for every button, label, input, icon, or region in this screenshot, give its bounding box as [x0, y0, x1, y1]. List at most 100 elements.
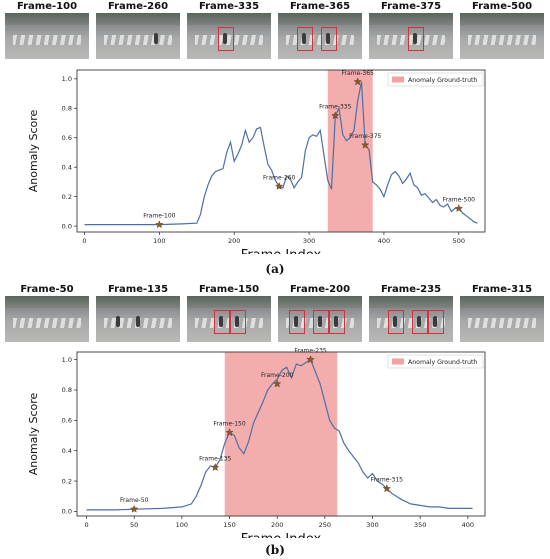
frame-marker	[382, 484, 391, 493]
y-tick-label: 0.8	[62, 104, 72, 112]
frame-marker	[353, 77, 362, 86]
legend-swatch	[392, 358, 404, 365]
person-figure	[417, 316, 421, 327]
frame-label: Frame-200	[289, 284, 351, 295]
frame-label: Frame-375	[380, 1, 442, 12]
frame-image	[278, 296, 362, 342]
caption-b: (b)	[265, 543, 285, 557]
frame-marker	[361, 140, 370, 149]
y-tick-label: 0.0	[62, 508, 72, 516]
frame-label: Frame-260	[107, 1, 169, 12]
detection-box	[408, 27, 424, 51]
x-tick-label: 200	[228, 237, 240, 245]
legend-box	[387, 72, 484, 87]
person-figure	[302, 33, 306, 44]
marker-label: Frame-365	[342, 70, 374, 77]
frame-marker	[273, 379, 282, 388]
person-figure	[219, 316, 223, 327]
marker-label: Frame-135	[199, 455, 231, 462]
marker-label: Frame-150	[213, 420, 245, 427]
detection-box	[321, 27, 337, 51]
person-figure	[136, 316, 140, 327]
x-tick-label: 100	[176, 521, 188, 529]
frame-marker	[306, 355, 315, 364]
frame-thumb: Frame-100	[5, 0, 89, 59]
y-tick-label: 0.0	[62, 222, 72, 230]
person-figure	[413, 33, 417, 44]
frame-marker	[225, 428, 234, 437]
x-tick-label: 500	[453, 237, 465, 245]
frame-image	[96, 13, 180, 59]
frame-label: Frame-235	[380, 284, 442, 295]
frame-thumb: Frame-135	[96, 283, 180, 342]
y-tick-label: 0.2	[62, 477, 72, 485]
x-tick-label: 300	[366, 521, 378, 529]
person-figure	[294, 316, 298, 327]
frame-marker	[331, 111, 340, 120]
marker-label: Frame-260	[263, 174, 295, 181]
detection-box	[218, 27, 234, 51]
plot-frame	[76, 351, 486, 517]
frame-marker	[275, 181, 284, 190]
y-tick-label: 1.0	[62, 356, 72, 364]
x-tick-label: 100	[153, 237, 165, 245]
frame-image	[187, 13, 271, 59]
person-figure	[393, 316, 397, 327]
frame-image	[187, 296, 271, 342]
y-tick-label: 1.0	[62, 75, 72, 83]
marker-label: Frame-375	[349, 133, 381, 140]
marker-label: Frame-100	[143, 213, 175, 220]
frame-label: Frame-135	[107, 284, 169, 295]
frame-thumb: Frame-200	[278, 283, 362, 342]
marker-label: Frame-335	[319, 104, 351, 111]
person-figure	[116, 316, 120, 327]
y-tick-label: 0.4	[62, 447, 72, 455]
frame-label: Frame-335	[198, 1, 260, 12]
detection-box	[214, 310, 230, 334]
x-tick-label: 400	[378, 237, 390, 245]
frame-thumb: Frame-365	[278, 0, 362, 59]
detection-box	[313, 310, 329, 334]
anomaly-score-chart-a: 0 100 200 300 400 500 0.0 0.2 0.4 0.6 0.8 1.0 Frame …	[27, 69, 486, 254]
frame-image	[460, 13, 544, 59]
frame-marker	[130, 504, 139, 513]
person-figure	[235, 316, 239, 327]
x-tick-label: 200	[271, 521, 283, 529]
frame-label: Frame-50	[20, 284, 74, 295]
person-figure	[433, 316, 437, 327]
frame-thumb: Frame-500	[460, 0, 544, 59]
marker-label: Frame-200	[261, 372, 293, 379]
frame-strip-b: Frame-50 Frame-135 Frame-150 Frame-200 F…	[0, 283, 550, 343]
person-figure	[326, 33, 330, 44]
x-tick-label: 250	[319, 521, 331, 529]
x-axis-label: Frame Index	[241, 532, 322, 538]
anomaly-score-line	[84, 81, 478, 226]
detection-box	[388, 310, 404, 334]
anomaly-score-chart-b: 0 50 100 150 200 250 300 350 400 0.0 0.2 0.4 0.6 0.8 1…	[27, 348, 486, 538]
frame-marker	[211, 463, 220, 471]
frame-image	[278, 13, 362, 59]
frame-image	[369, 296, 453, 342]
detection-box	[412, 310, 428, 334]
y-tick-label: 0.6	[62, 134, 72, 142]
y-tick-label: 0.8	[62, 386, 72, 394]
x-axis-label: Frame Index	[241, 248, 322, 254]
frame-image	[5, 13, 89, 59]
ground-truth-region	[327, 70, 373, 232]
x-tick-label: 150	[223, 521, 235, 529]
legend-swatch	[392, 76, 404, 83]
legend-label: Anomaly Ground-truth	[408, 359, 477, 366]
frame-label: Frame-500	[471, 1, 533, 12]
frame-marker	[454, 204, 463, 212]
x-tick-label: 0	[84, 521, 88, 529]
marker-label: Frame-235	[294, 348, 326, 355]
y-tick-label: 0.2	[62, 193, 72, 201]
frame-thumb: Frame-315	[460, 283, 544, 342]
marker-label: Frame-315	[371, 477, 403, 484]
person-figure	[153, 33, 158, 44]
frame-label: Frame-365	[289, 1, 351, 12]
detection-box	[428, 310, 444, 334]
frame-image	[369, 13, 453, 59]
y-axis-label: Anomaly Score	[27, 109, 40, 192]
marker-label: Frame-50	[120, 497, 149, 504]
